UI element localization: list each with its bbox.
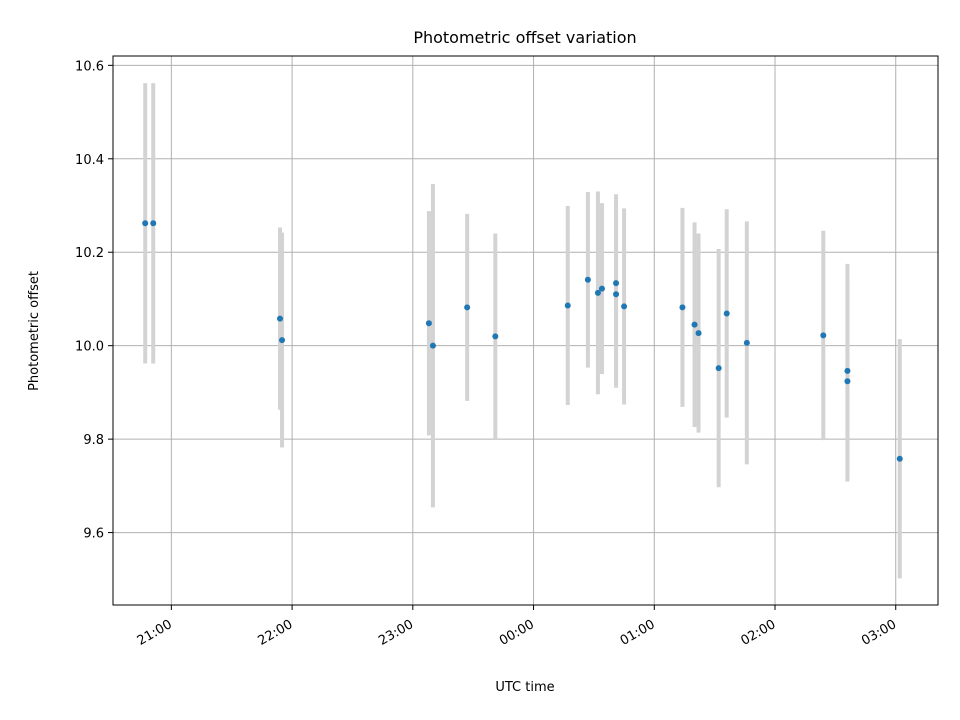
y-tick-label: 10.6: [75, 59, 104, 74]
data-point: [598, 285, 605, 292]
error-bars: [143, 83, 902, 579]
data-point: [492, 333, 499, 340]
x-tick-label: 21:00: [135, 617, 175, 649]
chart-title: Photometric offset variation: [413, 28, 636, 47]
tick-layer: 21:00 22:00 23:00 00:00 01:00 02:00 03:00 9.6 9.…: [75, 59, 899, 648]
data-point: [613, 291, 620, 298]
data-point: [695, 330, 702, 337]
grid-layer: [113, 56, 938, 605]
y-tick-label: 10.4: [75, 153, 104, 168]
data-point: [844, 367, 851, 374]
data-point: [621, 303, 628, 310]
data-point: [743, 339, 750, 346]
x-tick-label: 03:00: [859, 617, 899, 649]
y-axis-label: Photometric offset: [27, 271, 42, 391]
x-tick-label: 02:00: [738, 617, 778, 649]
data-point: [715, 365, 722, 372]
data-point: [277, 315, 284, 322]
data-point: [150, 220, 157, 227]
y-tick-label: 9.8: [83, 433, 104, 448]
y-tick-label: 10.2: [75, 246, 104, 261]
data-point: [844, 378, 851, 385]
data-point: [464, 304, 471, 311]
data-point: [820, 332, 827, 339]
data-point: [691, 321, 698, 328]
data-point: [564, 302, 571, 309]
data-point: [679, 304, 686, 311]
data-point: [142, 220, 149, 227]
data-point: [723, 310, 730, 317]
x-tick-label: 22:00: [256, 617, 296, 649]
data-point: [584, 276, 591, 283]
data-point: [425, 320, 432, 327]
data-points: [142, 220, 903, 462]
data-point: [613, 280, 620, 287]
plot-frame: [112, 55, 939, 606]
x-axis-label: UTC time: [495, 680, 554, 695]
y-tick-label: 9.6: [83, 527, 104, 542]
x-tick-label: 00:00: [497, 617, 537, 649]
data-point: [279, 337, 286, 344]
x-tick-label: 01:00: [618, 617, 658, 649]
data-point: [429, 342, 436, 349]
data-point: [896, 455, 903, 462]
x-tick-label: 23:00: [376, 617, 416, 649]
y-tick-label: 10.0: [75, 340, 104, 355]
data-point: [594, 289, 601, 296]
